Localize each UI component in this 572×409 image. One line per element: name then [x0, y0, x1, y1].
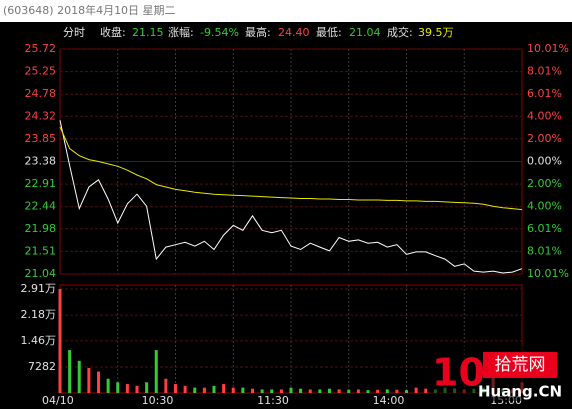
volume-bar	[279, 389, 283, 393]
y2-tick-label: 2.00%	[527, 132, 562, 145]
y-tick-label: 21.51	[25, 244, 57, 257]
volume-bar	[414, 387, 418, 393]
info-label: 最高:	[245, 25, 271, 39]
title-bar	[0, 0, 572, 22]
volume-bar	[145, 382, 149, 393]
y2-tick-label: 4.00%	[527, 110, 562, 123]
y-tick-label: 21.04	[25, 267, 57, 280]
y-tick-label: 22.44	[25, 200, 57, 213]
x-tick-label: 10:30	[142, 394, 174, 407]
volume-bar	[202, 387, 206, 393]
volume-bar	[299, 388, 303, 393]
volume-tick-label: 7282	[28, 360, 56, 373]
volume-bar	[116, 382, 120, 393]
average-line	[59, 126, 523, 211]
volume-bar	[58, 289, 62, 393]
watermark: 10 拾荒网 Huang.CN	[430, 345, 562, 401]
volume-tick-label: 2.18万	[21, 308, 57, 321]
volume-bar	[289, 387, 293, 393]
info-mode: 分时	[63, 26, 85, 39]
x-tick-label: 11:30	[257, 394, 289, 407]
volume-bar	[183, 385, 187, 393]
info-label: 最低:	[316, 26, 342, 39]
volume-bar	[308, 389, 312, 393]
y-tick-label: 21.98	[25, 222, 57, 235]
volume-bar	[376, 389, 380, 393]
y2-tick-label: 10.01%	[527, 42, 569, 55]
volume-bar	[174, 384, 177, 393]
volume-bar	[97, 371, 100, 393]
volume-bar	[424, 388, 428, 393]
x-tick-label: 14:00	[373, 394, 405, 407]
y-tick-label: 23.85	[25, 132, 57, 145]
watermark-domain: Huang.CN	[478, 383, 562, 401]
volume-bar	[347, 389, 351, 393]
volume-bar	[405, 390, 408, 393]
volume-bar	[318, 389, 322, 393]
volume-bar	[270, 389, 274, 393]
volume-bar	[154, 350, 158, 393]
info-label: 成交:	[387, 25, 413, 39]
volume-bar	[356, 389, 360, 393]
volume-bar	[222, 384, 226, 393]
info-value: 24.40	[278, 26, 310, 39]
volume-tick-label: 2.91万	[21, 282, 57, 295]
info-value: 39.5万	[418, 26, 454, 39]
y-tick-label: 25.25	[25, 65, 57, 78]
watermark-box	[483, 352, 557, 378]
watermark-name: 拾荒网	[495, 355, 546, 375]
volume-bar	[337, 389, 341, 393]
y-tick-label: 22.91	[25, 177, 57, 190]
y2-tick-label: 2.00%	[527, 177, 562, 190]
y2-tick-label: 6.01%	[527, 222, 562, 235]
volume-bar	[328, 388, 331, 393]
x-tick-label: 04/10	[42, 394, 74, 407]
y2-tick-label: 4.00%	[527, 199, 562, 212]
info-label: 涨幅:	[168, 26, 194, 39]
volume-bar	[212, 385, 216, 393]
y2-tick-label: 10.01%	[527, 267, 569, 280]
volume-bar	[164, 378, 168, 393]
info-value: 21.15	[132, 26, 164, 39]
volume-bar	[193, 387, 197, 393]
volume-bar	[125, 384, 129, 393]
volume-bar	[241, 387, 245, 393]
price-line	[59, 120, 523, 274]
volume-bar	[385, 389, 389, 393]
volume-bar	[87, 367, 91, 393]
volume-bar	[68, 350, 72, 393]
volume-bar	[135, 385, 139, 393]
volume-bar	[231, 387, 235, 393]
header-title: (603648) 2018年4月10日 星期二	[3, 3, 176, 17]
info-value: -9.54%	[200, 26, 239, 39]
y-tick-label: 23.38	[25, 155, 57, 168]
volume-bar	[395, 389, 399, 393]
y2-tick-label: 0.00%	[527, 155, 562, 168]
y2-tick-label: 6.01%	[527, 87, 562, 100]
volume-bar	[366, 390, 370, 393]
info-value: 21.04	[349, 26, 381, 39]
volume-bar	[106, 378, 110, 393]
volume-bar	[260, 389, 264, 393]
info-label: 收盘:	[100, 25, 126, 39]
volume-bar	[251, 388, 254, 393]
y2-tick-label: 8.01%	[527, 245, 562, 258]
volume-bar	[77, 360, 81, 393]
y2-tick-label: 8.01%	[527, 64, 562, 77]
y-tick-label: 25.72	[25, 42, 57, 55]
y-tick-label: 24.32	[25, 109, 57, 122]
watermark-number: 10	[432, 351, 485, 395]
y-tick-label: 24.78	[25, 87, 57, 100]
volume-tick-label: 1.46万	[21, 334, 57, 347]
